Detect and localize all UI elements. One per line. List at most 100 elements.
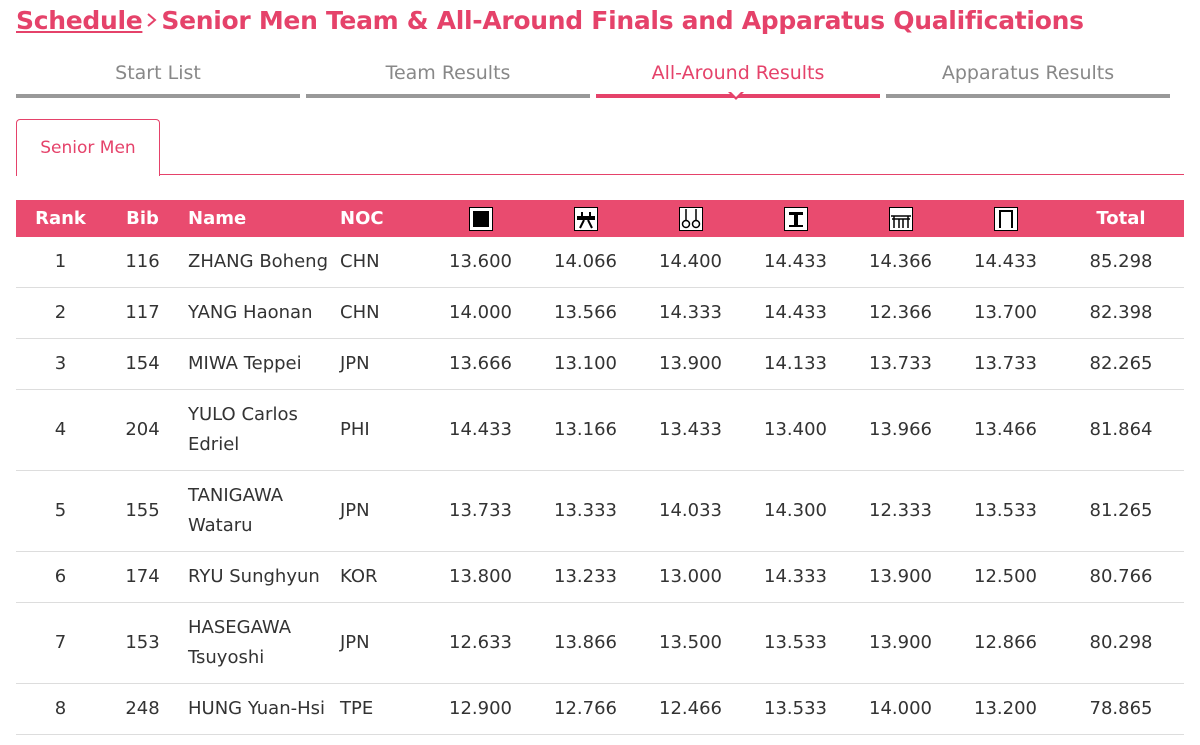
- cell-total: 78.865: [1058, 683, 1184, 735]
- cell-rings: 12.466: [638, 683, 743, 735]
- result-row: 3 154 MIWA Teppei JPN 13.666 13.100 13.900 14.1…: [16, 338, 1184, 390]
- result-row: 6 174 RYU Sunghyun KOR 13.800 13.233 13.000 14.…: [16, 551, 1184, 603]
- cell-floor: 13.600: [428, 237, 533, 288]
- cell-hbar: 13.533: [953, 470, 1058, 552]
- cell-bib: 117: [105, 287, 180, 339]
- cell-pommel: 13.100: [533, 338, 638, 390]
- tab-bar: Start List Team Results All-Around Results…: [16, 58, 1170, 100]
- cell-pommel: 14.066: [533, 237, 638, 288]
- cell-noc: KOR: [332, 551, 428, 603]
- floor-icon: [468, 206, 493, 231]
- page-title: Senior Men Team & All-Around Finals and …: [161, 6, 1084, 35]
- tab[interactable]: Apparatus Results: [886, 58, 1170, 98]
- col-name: Name: [180, 200, 332, 237]
- cell-vault: 14.433: [743, 287, 848, 339]
- cell-pbars: 14.000: [848, 683, 953, 735]
- cell-noc: CHN: [332, 237, 428, 288]
- result-row: 4 204 YULO Carlos Edriel PHI 14.433 13.166 13.…: [16, 389, 1184, 471]
- cell-floor: 13.733: [428, 470, 533, 552]
- cell-name: RYU Sunghyun: [180, 551, 332, 603]
- cell-hbar: 12.866: [953, 602, 1058, 684]
- cell-rings: 14.400: [638, 237, 743, 288]
- cell-pommel: 13.566: [533, 287, 638, 339]
- cell-name: MIWA Teppei: [180, 338, 332, 390]
- cell-name: YULO Carlos Edriel: [180, 389, 332, 471]
- cell-bib: 204: [105, 389, 180, 471]
- cell-hbar: 12.500: [953, 551, 1058, 603]
- cell-pbars: 12.333: [848, 470, 953, 552]
- cell-pommel: 13.333: [533, 470, 638, 552]
- cell-noc: TPE: [332, 683, 428, 735]
- cell-rings: 13.500: [638, 602, 743, 684]
- tab[interactable]: Start List: [16, 58, 300, 98]
- cell-hbar: 13.466: [953, 389, 1058, 471]
- cell-rings: 13.000: [638, 551, 743, 603]
- cell-pommel: 13.166: [533, 389, 638, 471]
- cell-total: 85.298: [1058, 237, 1184, 288]
- cell-vault: 14.433: [743, 237, 848, 288]
- cell-pommel: 12.766: [533, 683, 638, 735]
- cell-name: ZHANG Boheng: [180, 237, 332, 288]
- cell-rings: 13.433: [638, 389, 743, 471]
- cell-total: 81.265: [1058, 470, 1184, 552]
- col-total: Total: [1058, 200, 1184, 237]
- cell-total: 81.864: [1058, 389, 1184, 471]
- cell-rank: 1: [16, 237, 105, 288]
- sub-tab[interactable]: Senior Men: [16, 119, 160, 176]
- result-row: 2 117 YANG Haonan CHN 14.000 13.566 14.333 14.4…: [16, 287, 1184, 339]
- cell-rings: 13.900: [638, 338, 743, 390]
- cell-vault: 13.533: [743, 602, 848, 684]
- breadcrumb: Schedule Senior Men Team & All-Around Fin…: [16, 6, 1084, 35]
- cell-pbars: 14.366: [848, 237, 953, 288]
- cell-bib: 116: [105, 237, 180, 288]
- cell-rank: 7: [16, 602, 105, 684]
- cell-bib: 154: [105, 338, 180, 390]
- col-bib: Bib: [105, 200, 180, 237]
- cell-noc: PHI: [332, 389, 428, 471]
- cell-bib: 174: [105, 551, 180, 603]
- rings-icon: [678, 206, 703, 231]
- cell-hbar: 13.200: [953, 683, 1058, 735]
- sub-tab-line: [16, 174, 1184, 175]
- cell-rank: 3: [16, 338, 105, 390]
- col-pommel: [533, 200, 638, 237]
- cell-noc: JPN: [332, 470, 428, 552]
- cell-pbars: 13.966: [848, 389, 953, 471]
- cell-rank: 5: [16, 470, 105, 552]
- tab[interactable]: All-Around Results: [596, 58, 880, 100]
- cell-pbars: 12.366: [848, 287, 953, 339]
- pbars-icon: [888, 206, 913, 231]
- col-rank: Rank: [16, 200, 105, 237]
- cell-vault: 14.133: [743, 338, 848, 390]
- vault-icon: [783, 206, 808, 231]
- cell-name: HASEGAWA Tsuyoshi: [180, 602, 332, 684]
- pommel-icon: [573, 206, 598, 231]
- cell-bib: 155: [105, 470, 180, 552]
- cell-floor: 13.800: [428, 551, 533, 603]
- cell-pommel: 13.233: [533, 551, 638, 603]
- result-row: 7 153 HASEGAWA Tsuyoshi JPN 12.633 13.866 13.5…: [16, 602, 1184, 684]
- cell-hbar: 13.700: [953, 287, 1058, 339]
- header-row: Rank Bib Name NOC Total: [16, 200, 1184, 237]
- cell-rank: 6: [16, 551, 105, 603]
- cell-pommel: 13.866: [533, 602, 638, 684]
- cell-noc: JPN: [332, 602, 428, 684]
- col-pbars: [848, 200, 953, 237]
- result-row: 5 155 TANIGAWA Wataru JPN 13.733 13.333 14.033…: [16, 470, 1184, 552]
- col-noc: NOC: [332, 200, 428, 237]
- col-hbar: [953, 200, 1058, 237]
- cell-rank: 8: [16, 683, 105, 735]
- breadcrumb-link[interactable]: Schedule: [16, 6, 143, 35]
- cell-pbars: 13.900: [848, 551, 953, 603]
- col-rings: [638, 200, 743, 237]
- cell-rings: 14.333: [638, 287, 743, 339]
- cell-floor: 12.633: [428, 602, 533, 684]
- cell-floor: 12.900: [428, 683, 533, 735]
- cell-bib: 153: [105, 602, 180, 684]
- cell-floor: 14.000: [428, 287, 533, 339]
- col-floor: [428, 200, 533, 237]
- hbar-icon: [993, 206, 1018, 231]
- tab[interactable]: Team Results: [306, 58, 590, 98]
- result-row: 1 116 ZHANG Boheng CHN 13.600 14.066 14.400 14.…: [16, 237, 1184, 288]
